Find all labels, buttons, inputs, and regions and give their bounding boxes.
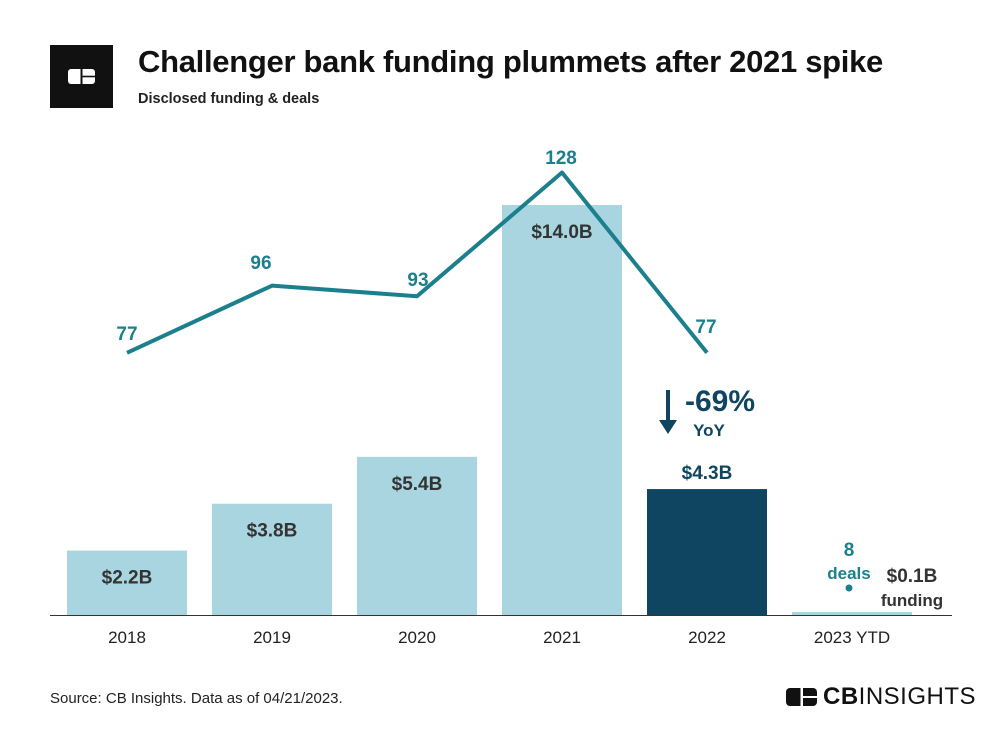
cb-brand-icon — [786, 688, 817, 706]
deal-count-label-2022: 77 — [695, 317, 716, 338]
chart-title: Challenger bank funding plummets after 2… — [138, 44, 883, 79]
deals-line — [126, 170, 709, 355]
deal-count-label-2021: 128 — [545, 148, 577, 169]
bar-value-label-2020: $5.4B — [392, 474, 443, 495]
x-tick-label-2022: 2022 — [688, 628, 726, 647]
bar-2018 — [67, 550, 187, 615]
bar-2019 — [212, 503, 332, 615]
bar-value-label-2019: $3.8B — [247, 521, 298, 542]
cb-insights-brand: CBINSIGHTS — [785, 682, 976, 712]
funding-chart: $2.2B $3.8B $5.4B $14.0B $4.3B $0.1B funding 77… — [50, 148, 952, 647]
deal-count-label-2019: 96 — [250, 253, 271, 274]
yoy-change-label: -69% — [685, 385, 755, 418]
cb-logo-icon — [68, 69, 95, 84]
brand-bold: CB — [823, 683, 859, 710]
bar-value-label-2023-ytd: $0.1B — [887, 566, 938, 587]
bar-value-label-2022: $4.3B — [682, 463, 733, 484]
brand-light: INSIGHTS — [858, 683, 977, 710]
chart-subtitle: Disclosed funding & deals — [138, 91, 320, 107]
x-tick-label-2019: 2019 — [253, 628, 291, 647]
bar-value-label-2018: $2.2B — [102, 568, 153, 589]
deal-count-label-2023-ytd: 8 — [844, 540, 855, 561]
bar-value-label-2021: $14.0B — [531, 222, 592, 243]
x-tick-label-2018: 2018 — [108, 628, 146, 647]
x-tick-label-2021: 2021 — [543, 628, 581, 647]
bar-2020 — [357, 456, 477, 615]
deals-word-label: deals — [827, 564, 870, 583]
yoy-word-label: YoY — [693, 421, 725, 440]
bar-2022 — [647, 489, 767, 615]
cb-logo — [50, 45, 113, 108]
bar-2023-ytd — [792, 612, 912, 615]
funding-word-label: funding — [881, 591, 943, 610]
yoy-arrow-down-icon — [659, 420, 677, 434]
source-note: Source: CB Insights. Data as of 04/21/20… — [50, 690, 343, 707]
deal-count-label-2020: 93 — [407, 270, 428, 291]
bar-2021 — [502, 205, 622, 615]
deal-count-label-2018: 77 — [116, 324, 137, 345]
deals-point-2023-ytd — [845, 584, 853, 592]
x-tick-label-2023-ytd: 2023 YTD — [814, 628, 890, 647]
x-tick-label-2020: 2020 — [398, 628, 436, 647]
